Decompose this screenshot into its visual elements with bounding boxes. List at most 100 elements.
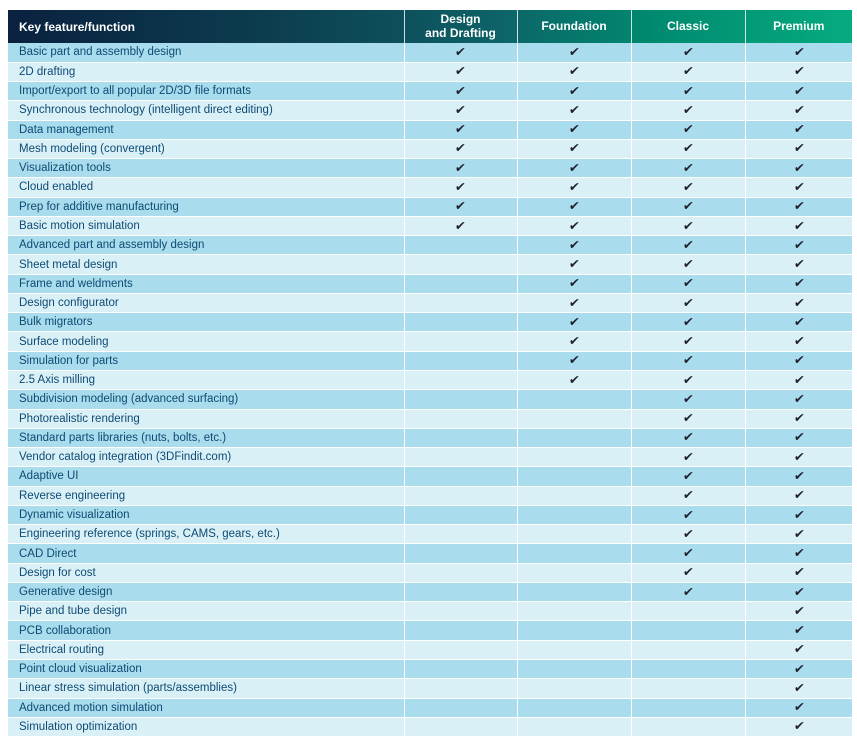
feature-name-cell: Standard parts libraries (nuts, bolts, e… — [8, 428, 404, 449]
check-icon: ✔ — [568, 334, 580, 349]
check-cell: ✔ — [516, 312, 631, 333]
check-icon: ✔ — [682, 218, 694, 233]
check-cell: ✔ — [516, 177, 631, 198]
empty-cell — [516, 678, 631, 699]
check-cell: ✔ — [744, 640, 852, 661]
check-cell: ✔ — [630, 389, 745, 410]
feature-row: Dynamic visualization ✔ ✔ — [8, 505, 852, 526]
check-icon: ✔ — [682, 411, 694, 426]
empty-cell — [403, 659, 517, 680]
check-icon: ✔ — [792, 257, 805, 272]
check-icon: ✔ — [792, 353, 805, 368]
empty-cell — [403, 312, 517, 333]
check-icon: ✔ — [792, 468, 805, 483]
check-icon: ✔ — [682, 353, 694, 368]
feature-row: Basic motion simulation ✔ ✔ ✔ ✔ — [8, 216, 852, 237]
empty-cell — [403, 428, 517, 449]
feature-name-cell: Frame and weldments — [8, 274, 404, 294]
empty-cell — [403, 640, 517, 661]
column-header-design-and-drafting: Design and Drafting — [403, 10, 517, 43]
empty-cell — [403, 582, 517, 603]
check-icon: ✔ — [792, 372, 805, 387]
check-cell: ✔ — [744, 254, 852, 275]
check-icon: ✔ — [792, 546, 805, 561]
check-cell: ✔ — [744, 293, 852, 314]
check-icon: ✔ — [792, 449, 805, 464]
check-cell: ✔ — [630, 81, 745, 102]
check-icon: ✔ — [682, 526, 694, 541]
feature-name-cell: Sheet metal design — [8, 254, 404, 275]
column-header-classic: Classic — [630, 10, 745, 43]
feature-name-cell: Point cloud visualization — [8, 659, 404, 680]
feature-row: Adaptive UI ✔ ✔ — [8, 466, 852, 487]
empty-cell — [403, 601, 517, 622]
empty-cell — [403, 505, 517, 526]
empty-cell — [516, 409, 631, 429]
check-cell: ✔ — [744, 43, 852, 63]
check-cell: ✔ — [744, 447, 852, 468]
feature-row: Photorealistic rendering ✔ ✔ — [8, 409, 852, 429]
check-cell: ✔ — [630, 120, 745, 140]
check-cell: ✔ — [630, 158, 745, 179]
empty-cell — [516, 659, 631, 680]
feature-name-cell: Basic part and assembly design — [8, 43, 404, 63]
check-icon: ✔ — [792, 719, 805, 734]
check-cell: ✔ — [744, 177, 852, 198]
check-cell: ✔ — [744, 370, 852, 391]
check-icon: ✔ — [682, 276, 694, 291]
empty-cell — [516, 543, 631, 564]
check-cell: ✔ — [630, 274, 745, 294]
check-icon: ✔ — [682, 160, 694, 175]
feature-row: Import/export to all popular 2D/3D file … — [8, 81, 852, 102]
column-header-foundation: Foundation — [516, 10, 631, 43]
empty-cell — [403, 620, 517, 641]
empty-cell — [516, 640, 631, 661]
empty-cell — [403, 409, 517, 429]
empty-cell — [630, 717, 745, 737]
feature-row: Visualization tools ✔ ✔ ✔ ✔ — [8, 158, 852, 179]
check-icon: ✔ — [792, 122, 805, 137]
feature-row: Pipe and tube design ✔ — [8, 601, 852, 622]
check-cell: ✔ — [516, 120, 631, 140]
check-icon: ✔ — [454, 44, 467, 59]
check-cell: ✔ — [403, 43, 517, 63]
check-cell: ✔ — [516, 158, 631, 179]
check-icon: ✔ — [568, 199, 580, 214]
check-icon: ✔ — [792, 44, 805, 59]
empty-cell — [403, 351, 517, 372]
check-icon: ✔ — [682, 488, 694, 503]
check-cell: ✔ — [630, 197, 745, 217]
check-icon: ✔ — [454, 141, 467, 156]
feature-name-cell: Generative design — [8, 582, 404, 603]
feature-name-cell: PCB collaboration — [8, 620, 404, 641]
check-cell: ✔ — [403, 120, 517, 140]
feature-name-cell: Advanced motion simulation — [8, 698, 404, 718]
feature-name-cell: Data management — [8, 120, 404, 140]
feature-name-cell: Adaptive UI — [8, 466, 404, 487]
feature-row: Cloud enabled ✔ ✔ ✔ ✔ — [8, 177, 852, 198]
check-cell: ✔ — [744, 678, 852, 699]
check-cell: ✔ — [630, 293, 745, 314]
empty-cell — [516, 486, 631, 506]
check-icon: ✔ — [568, 83, 580, 98]
check-cell: ✔ — [744, 235, 852, 256]
feature-name-cell: Design for cost — [8, 563, 404, 583]
check-cell: ✔ — [403, 197, 517, 217]
check-icon: ✔ — [792, 276, 805, 291]
check-icon: ✔ — [682, 295, 694, 310]
check-icon: ✔ — [792, 603, 805, 618]
feature-row: Simulation optimization ✔ — [8, 717, 852, 737]
check-icon: ✔ — [792, 526, 805, 541]
empty-cell — [403, 524, 517, 545]
check-cell: ✔ — [630, 505, 745, 526]
check-icon: ✔ — [792, 334, 805, 349]
feature-row: Basic part and assembly design ✔ ✔ ✔ ✔ — [8, 43, 852, 63]
feature-row: 2D drafting ✔ ✔ ✔ ✔ — [8, 62, 852, 83]
check-icon: ✔ — [682, 257, 694, 272]
empty-cell — [516, 717, 631, 737]
check-icon: ✔ — [792, 83, 805, 98]
feature-name-cell: Vendor catalog integration (3DFindit.com… — [8, 447, 404, 468]
feature-row: Design for cost ✔ ✔ — [8, 563, 852, 583]
check-cell: ✔ — [630, 582, 745, 603]
